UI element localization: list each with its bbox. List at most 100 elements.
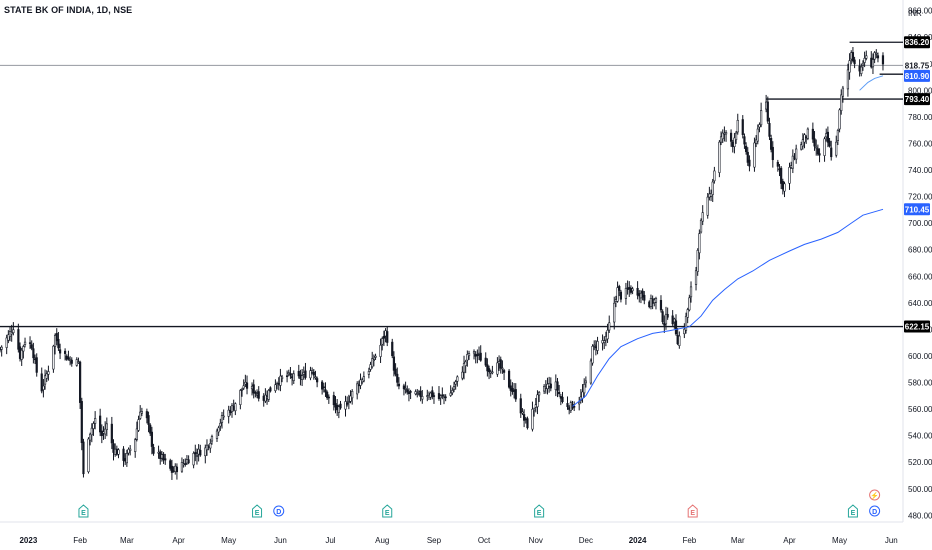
candle-body — [770, 137, 773, 150]
candle-body — [79, 361, 82, 403]
candle-body — [512, 390, 516, 392]
dividend-marker[interactable] — [869, 505, 881, 517]
candle-body — [421, 396, 424, 400]
candle-body — [287, 372, 290, 375]
candle-body — [736, 119, 739, 133]
candle-body — [185, 459, 189, 464]
candle-body — [30, 344, 33, 349]
candle-body — [871, 59, 875, 68]
candle-body — [608, 322, 611, 331]
candle-body — [441, 394, 444, 397]
moving-average-tag-label: 710.45 — [905, 205, 930, 214]
candle-body — [755, 139, 758, 144]
candle-body — [619, 291, 623, 300]
candle-body — [760, 110, 763, 126]
candle-body — [77, 361, 80, 363]
earnings-marker[interactable] — [78, 504, 89, 518]
candle-body — [257, 391, 260, 399]
candle-body — [841, 87, 845, 97]
candle-body — [568, 407, 571, 410]
price-tick-label: 680.00 — [908, 246, 932, 255]
candle-body — [117, 449, 120, 455]
candle-body — [145, 411, 148, 419]
earnings-marker-label: E — [851, 510, 856, 517]
candle-body — [881, 55, 885, 65]
earnings-marker[interactable] — [252, 504, 263, 518]
candle-body — [486, 364, 489, 372]
candle-body — [616, 287, 619, 302]
candle-body — [454, 381, 457, 385]
candle-body — [569, 402, 572, 411]
candle-body — [274, 384, 277, 391]
candle-body — [502, 370, 506, 373]
candle-body — [192, 453, 195, 466]
dividend-marker-label: D — [872, 509, 877, 516]
candle-body — [596, 341, 599, 351]
candle-body — [175, 466, 179, 473]
earnings-marker[interactable] — [847, 504, 858, 518]
candle-body — [172, 470, 175, 472]
candle-body — [99, 415, 102, 433]
candle-body — [603, 340, 606, 343]
split-marker[interactable] — [869, 489, 881, 501]
candle-body — [87, 438, 90, 473]
price-axis: 480.00 500.00 520.00 540.00 560.00 580.00 600.… — [908, 7, 932, 521]
earnings-marker[interactable] — [382, 504, 393, 518]
moving-average-series — [572, 75, 884, 407]
candle-body — [593, 344, 596, 347]
candle-body — [549, 383, 552, 389]
candle-body — [207, 446, 210, 448]
candle-body — [811, 128, 814, 140]
candle-body — [220, 415, 224, 423]
candle-body — [396, 373, 399, 383]
candle-body — [55, 333, 58, 342]
earnings-marker[interactable] — [534, 504, 545, 518]
candle-body — [636, 287, 639, 296]
candle-body — [801, 139, 804, 147]
last-price-tag-label: 818.75 — [905, 61, 930, 70]
price-tick-label: 800.00 — [908, 86, 932, 95]
corporate-events: E E D E E E E D ⚡ — [78, 489, 881, 518]
candle-body — [102, 431, 105, 434]
candle-body — [456, 376, 459, 382]
support-793-tag-label: 793.40 — [905, 95, 930, 104]
candle-body — [741, 119, 744, 135]
time-tick-label: Oct — [478, 536, 491, 545]
time-tick-label: Feb — [73, 536, 87, 545]
time-axis: 2023 Feb Mar Apr May Jun Jul Aug Sep Oct Nov Dec 202… — [19, 536, 897, 545]
candle-body — [778, 168, 781, 171]
candle-body — [114, 448, 117, 455]
candle-body — [783, 183, 786, 192]
dividend-marker[interactable] — [273, 505, 285, 517]
candle-body — [581, 391, 584, 399]
candle-body — [429, 392, 432, 398]
candle-body — [239, 390, 242, 405]
candle-body — [316, 378, 319, 383]
candle-body — [653, 299, 656, 303]
candle-body — [756, 128, 759, 142]
candle-body — [140, 411, 143, 414]
candle-body — [618, 286, 621, 291]
candle-body — [556, 381, 559, 391]
candle-body — [250, 385, 254, 390]
candle-body — [184, 463, 187, 465]
candle-body — [838, 109, 841, 130]
candle-body — [873, 52, 876, 60]
price-tick-label: 540.00 — [908, 432, 932, 441]
candle-body — [663, 322, 666, 326]
candle-body — [416, 393, 419, 395]
earnings-marker[interactable] — [687, 504, 698, 518]
candle-body — [43, 375, 47, 385]
candle-body — [292, 373, 295, 381]
candle-body — [780, 167, 783, 184]
candle-body — [688, 297, 691, 311]
candle-body — [426, 395, 429, 397]
candle-body — [476, 354, 479, 357]
candle-body — [639, 292, 643, 299]
candle-body — [509, 385, 512, 391]
candle-body — [45, 373, 48, 379]
candle-body — [511, 388, 514, 392]
time-tick-label: Jun — [274, 536, 287, 545]
price-tick-label: 520.00 — [908, 458, 932, 467]
